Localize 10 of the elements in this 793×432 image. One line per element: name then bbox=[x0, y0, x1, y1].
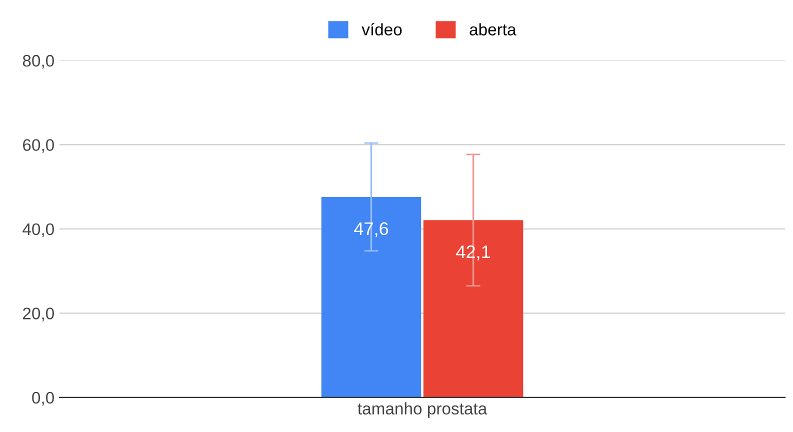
y-tick-label: 40,0 bbox=[22, 223, 54, 238]
data-label: 47,6 bbox=[354, 222, 388, 238]
data-label: 42,1 bbox=[456, 245, 490, 260]
legend-label: vídeo bbox=[362, 23, 402, 36]
y-tick-label: 80,0 bbox=[22, 54, 54, 69]
y-tick-label: 20,0 bbox=[23, 308, 54, 322]
legend-label: aberta bbox=[470, 23, 516, 36]
y-tick-label: 0,0 bbox=[32, 392, 54, 406]
x-tick-label: tamanho prostata bbox=[358, 402, 488, 418]
y-tick-label: 60,0 bbox=[23, 139, 54, 153]
